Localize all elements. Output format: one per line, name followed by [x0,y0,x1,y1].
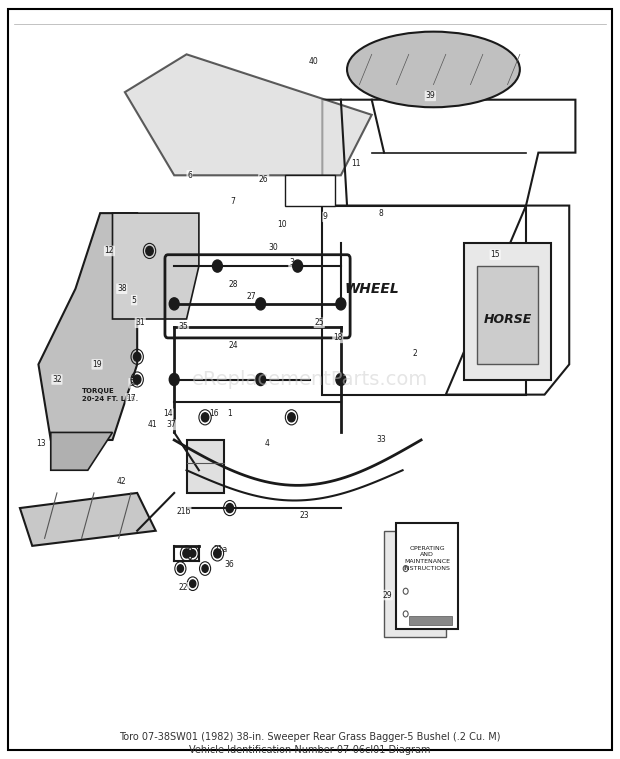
Circle shape [146,247,153,256]
Bar [187,440,224,493]
Text: 31: 31 [135,318,145,327]
Circle shape [213,260,223,272]
Circle shape [202,565,208,572]
Bar [477,266,538,364]
Text: 32: 32 [52,375,62,384]
Text: 28: 28 [228,281,237,289]
Circle shape [133,352,141,361]
Circle shape [214,549,221,558]
Text: 18: 18 [333,333,342,342]
Text: 34: 34 [129,379,139,388]
Text: 10: 10 [277,220,287,229]
Text: 1: 1 [228,409,232,418]
Ellipse shape [347,32,520,107]
Circle shape [169,298,179,310]
Polygon shape [125,55,372,175]
Text: 4: 4 [264,439,269,449]
Text: 27: 27 [247,291,256,301]
Circle shape [255,298,265,310]
Text: 39: 39 [425,91,435,100]
Circle shape [183,549,190,558]
Text: 36: 36 [225,560,234,569]
Text: 21b: 21b [176,507,191,516]
Text: 22: 22 [179,583,188,592]
Text: 26: 26 [259,175,268,184]
Text: 15: 15 [490,250,500,260]
Text: 17: 17 [126,394,136,403]
Text: 6: 6 [187,171,192,180]
Text: 8: 8 [379,209,383,218]
Text: 41: 41 [148,420,157,430]
Bar [396,523,458,629]
Text: 14: 14 [163,409,173,418]
Text: 35: 35 [179,322,188,331]
Text: 9: 9 [323,213,328,222]
Circle shape [177,565,184,572]
Text: 25: 25 [314,318,324,327]
Text: 29: 29 [383,591,392,600]
Circle shape [169,373,179,386]
Circle shape [202,413,209,422]
Bar [384,531,446,637]
Text: 24: 24 [228,341,237,350]
Text: 21a: 21a [213,545,228,554]
Text: TORQUE
20-24 FT. LBS.: TORQUE 20-24 FT. LBS. [82,388,138,402]
Text: 42: 42 [117,477,126,486]
Text: Toro 07-38SW01 (1982) 38-in. Sweeper Rear Grass Bagger-5 Bushel (.2 Cu. M)
Vehic: Toro 07-38SW01 (1982) 38-in. Sweeper Rea… [119,732,501,755]
Polygon shape [38,213,137,440]
Text: 30: 30 [268,243,278,252]
Text: OPERATING
AND
MAINTENANCE
INSTRUCTIONS: OPERATING AND MAINTENANCE INSTRUCTIONS [404,546,451,571]
Circle shape [190,580,196,587]
Text: 5: 5 [131,295,136,304]
Bar [464,244,551,380]
Text: 16: 16 [210,409,219,418]
Text: 19: 19 [92,360,102,369]
Text: 11: 11 [352,159,361,168]
Circle shape [336,298,346,310]
Text: 12: 12 [105,247,114,256]
Polygon shape [112,213,199,319]
Bar [409,616,452,625]
Polygon shape [20,493,156,546]
Text: 40: 40 [308,58,318,66]
Text: 7: 7 [231,197,235,206]
Text: 13: 13 [37,439,46,449]
Text: 37: 37 [166,420,176,430]
Text: eReplacementParts.com: eReplacementParts.com [192,370,428,389]
Text: HORSE: HORSE [484,313,531,326]
Circle shape [190,550,196,557]
Text: 2: 2 [412,348,417,357]
Text: 3: 3 [289,258,294,266]
Circle shape [293,260,303,272]
Circle shape [226,503,234,512]
Text: 38: 38 [117,285,126,293]
Circle shape [288,413,295,422]
Circle shape [133,375,141,384]
Text: 23: 23 [299,511,309,520]
Circle shape [255,373,265,386]
Text: 33: 33 [376,436,386,445]
Circle shape [336,373,346,386]
Bar [285,175,335,206]
Text: WHEEL: WHEEL [344,282,399,296]
Polygon shape [51,433,112,471]
